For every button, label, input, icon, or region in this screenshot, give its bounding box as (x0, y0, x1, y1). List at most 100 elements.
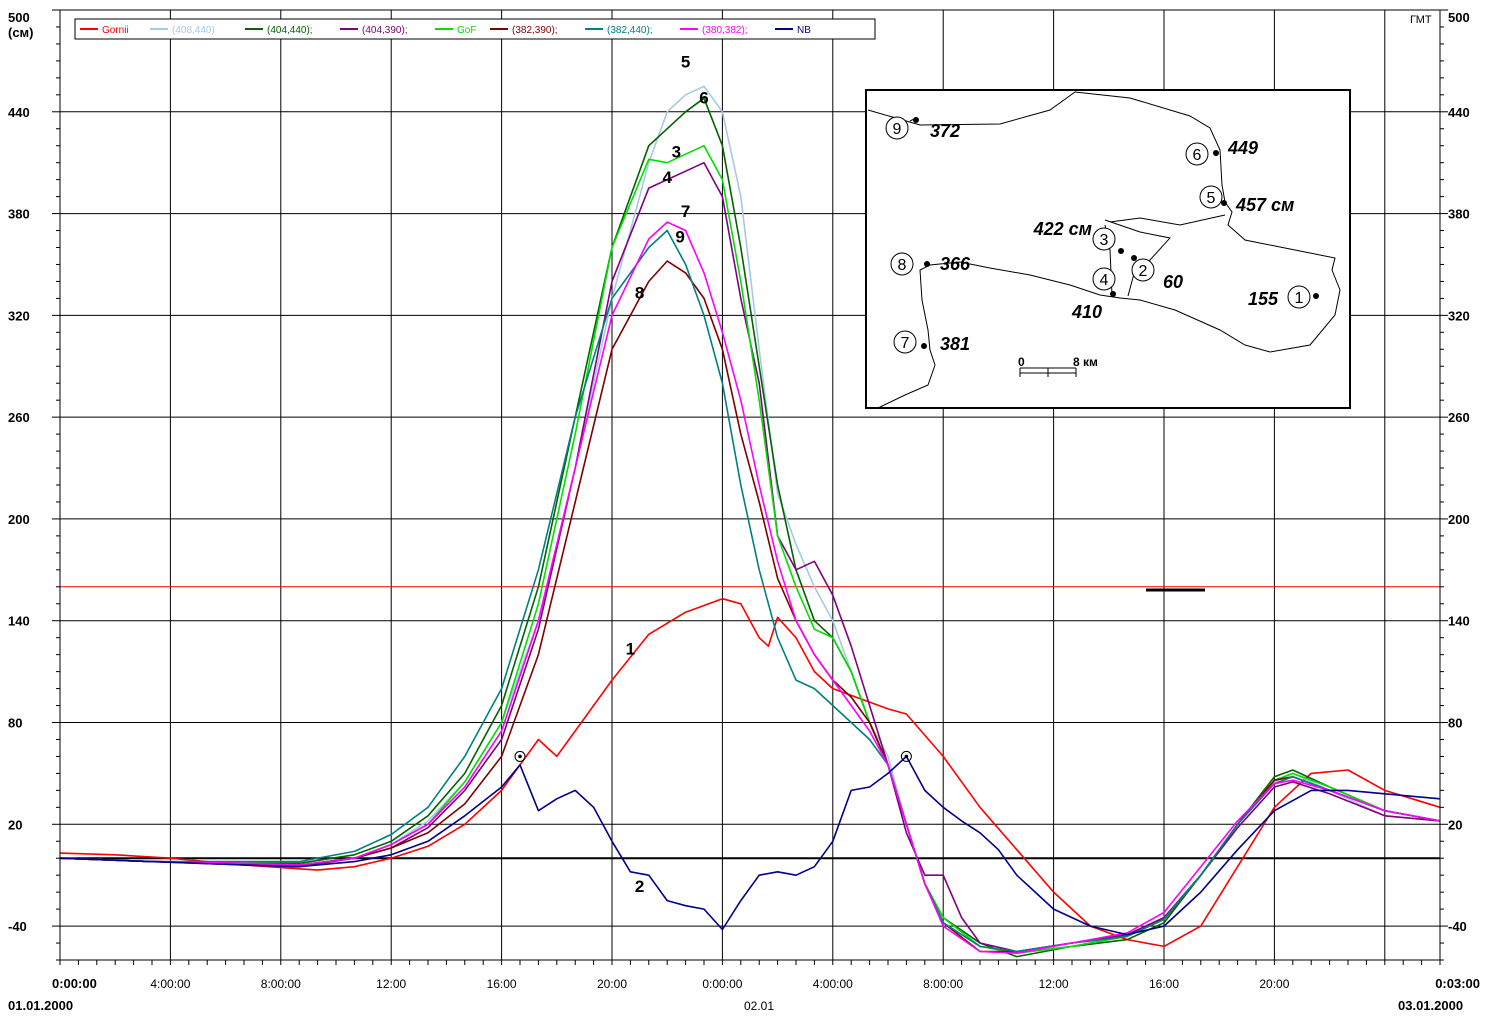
y-tick-label-left: 80 (8, 716, 22, 731)
marker-circle (900, 750, 912, 762)
marker-dot (904, 754, 909, 759)
map-station-dot (1313, 293, 1319, 299)
map-station-circle (1131, 258, 1155, 282)
map-station-number: 9 (893, 121, 902, 138)
legend-label: NB (797, 25, 811, 36)
map-station-value: 422 см (1033, 219, 1092, 239)
x-tick-label: 12:00 (1039, 977, 1069, 991)
date-start-label: 01.01.2000 (8, 998, 73, 1013)
x-tick-label: 16:00 (487, 977, 517, 991)
y-tick-label-right: 500 (1448, 10, 1470, 25)
x-tick-label: 8:00:00 (923, 977, 963, 991)
map-station-circle (890, 252, 914, 276)
y-tick-label-right: 200 (1448, 512, 1470, 527)
x-tick-label: 8:00:00 (261, 977, 301, 991)
map-station-dot (924, 261, 930, 267)
map-station-dot (921, 343, 927, 349)
marker-circle (514, 750, 526, 762)
y-tick-label-right: 440 (1448, 105, 1470, 120)
map-station-circle (1199, 185, 1223, 209)
map-station-number: 7 (901, 335, 910, 352)
x-tick-label: 0:03:00 (1435, 976, 1480, 991)
map-station-dot (1118, 248, 1124, 254)
legend-label: (382,440); (607, 25, 653, 36)
x-tick-label: 12:00 (376, 977, 406, 991)
map-station-number: 2 (1139, 263, 1148, 280)
marker-dot (518, 754, 522, 759)
series-line (59, 229, 1441, 953)
curve-label: 5 (681, 53, 690, 72)
map-scale-zero: 0 (1018, 355, 1025, 369)
y-tick-label-left: 20 (8, 817, 22, 832)
y-unit-label: (см) (8, 25, 34, 40)
x-tick-label: 20:00 (1259, 977, 1289, 991)
curve-label: 3 (672, 143, 681, 162)
x-tick-label: 0:00:00 (702, 977, 742, 991)
x-tick-label: 4:00:00 (813, 977, 853, 991)
map-station-circle (1092, 227, 1116, 251)
y-tick-label-right: 20 (1448, 817, 1462, 832)
map-station-value: 155 (1248, 289, 1279, 309)
map-station-number: 5 (1207, 190, 1216, 207)
curve-label: 8 (635, 283, 644, 302)
curve-label: 9 (675, 227, 684, 246)
map-station-number: 4 (1100, 272, 1109, 289)
legend-label: Gornii (102, 25, 129, 36)
series-line (59, 597, 1441, 948)
y-tick-label-right: -40 (1448, 919, 1467, 934)
map-station-dot (1221, 200, 1227, 206)
corner-label: ГМТ (1410, 14, 1432, 26)
map-station-value: 410 (1071, 302, 1102, 322)
legend-label: (408,440) (172, 25, 215, 36)
map-station-circle (1092, 267, 1116, 291)
map-station-dot (1213, 150, 1219, 156)
curve-labels: 1 56 43 8 9 7 2 (626, 53, 709, 896)
map-scale-bar: 0 8 км (1018, 355, 1098, 377)
map-station-value: 381 (940, 334, 970, 354)
legend-label: (380,382); (702, 25, 748, 36)
series-line (59, 161, 1441, 953)
map-station-value: 457 см (1235, 195, 1294, 215)
y-tick-label-left: 440 (8, 105, 30, 120)
curve-label: 2 (635, 877, 644, 896)
y-tick-label-left: 320 (8, 308, 30, 323)
map-station-number: 3 (1100, 232, 1109, 249)
x-tick-label: 20:00 (597, 977, 627, 991)
map-station-circle (1287, 285, 1311, 309)
date-end-label: 03.01.2000 (1398, 998, 1463, 1013)
map-scale-label: 8 км (1073, 355, 1098, 369)
y-tick-label-right: 320 (1448, 308, 1470, 323)
curve-label: 6 (699, 88, 708, 107)
inset-map: 9 372 6 449 5 457 см 3 422 см 8 366 2 60 4 410 1 155 7 38… (865, 89, 1351, 409)
map-station-dot (1110, 291, 1116, 297)
map-station-dot (913, 117, 919, 123)
y-tick-label-right: 260 (1448, 410, 1470, 425)
y-tick-label-left: 380 (8, 207, 30, 222)
legend-label: (404,390); (362, 25, 408, 36)
legend-label: GoF (457, 25, 476, 36)
series-line (59, 97, 1441, 958)
y-tick-label-left: 500 (8, 10, 30, 25)
series-line (59, 221, 1441, 954)
map-station-circle (885, 116, 909, 140)
map-station-circle (1185, 142, 1209, 166)
map-station-number: 6 (1193, 147, 1202, 164)
y-tick-label-right: 140 (1448, 614, 1470, 629)
y-tick-label-right: 380 (1448, 207, 1470, 222)
y-tick-label-left: -40 (8, 919, 27, 934)
x-tick-label: 4:00:00 (150, 977, 190, 991)
y-tick-label-left: 260 (8, 410, 30, 425)
y-tick-label-right: 80 (1448, 716, 1462, 731)
y-tick-label-left: 140 (8, 614, 30, 629)
map-station-circle (893, 330, 917, 354)
y-tick-label-left: 200 (8, 512, 30, 527)
legend: Gornii (408,440) (404,440); (404,390); GoF (3… (74, 18, 876, 40)
curve-label: 7 (681, 202, 690, 221)
map-coastline (867, 91, 1341, 409)
date-middle-label: 02.01 (744, 999, 774, 1013)
map-station-value: 60 (1163, 272, 1183, 292)
map-station-value: 449 (1227, 138, 1258, 158)
curve-label: 1 (626, 640, 635, 659)
